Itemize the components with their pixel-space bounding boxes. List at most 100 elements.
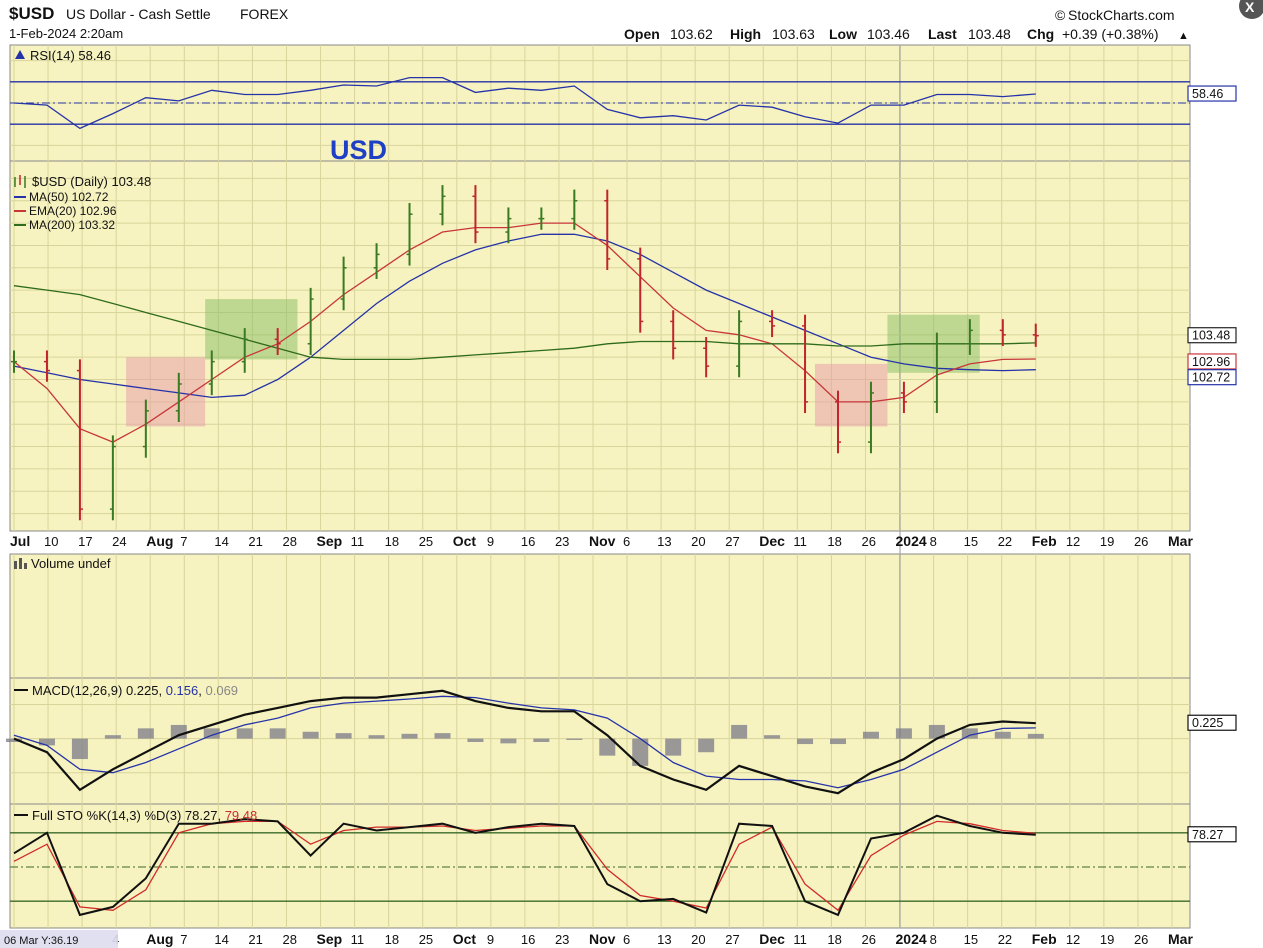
x-label-top-26: 2024 [896,533,927,549]
x-label-top-8: 28 [282,534,296,549]
x-label-bottom-10: Oct [453,931,477,947]
rsi-callout-text: 58.46 [1192,87,1223,101]
x-label-top-23: 11 [793,534,807,549]
chg-label: Chg [1027,26,1054,42]
price-callout-last-text: 103.48 [1192,329,1230,343]
macd-hist-bar-11 [368,735,385,739]
price-bar-1 [43,350,50,382]
x-label-bottom-30: 26 [1134,932,1148,947]
x-axis: Jul 10 17 24 Aug 7 14 21 28 Sep 11 18 25 Oct 9 16 23 Nov 6… [10,533,1193,947]
x-label-bottom-7: 11 [351,932,365,947]
x-label-bottom-4: 21 [248,932,262,947]
x-label-top-21: 27 [725,534,739,549]
x-label-bottom-28: 12 [1066,932,1080,947]
price-bar-30 [999,319,1006,346]
x-label-top-17: Nov [589,533,616,549]
macd-hist-bar-21 [698,738,715,753]
legend-entry-1: EMA(20) 102.96 [29,204,117,218]
highlight-boxes [126,299,980,427]
x-label-top-27: 8 [930,534,937,549]
macd-hist-bar-7 [236,728,253,739]
symbol-title: $USD [9,4,54,23]
macd-signal-line [13,695,1036,789]
last-value: 103.48 [968,26,1011,42]
price-bar-25 [835,390,842,454]
price-bars [11,185,1039,521]
x-label-top-4: Aug [146,533,173,549]
macd-hist-bar-1 [38,738,55,746]
price-line-1 [13,233,1036,399]
price-bar-24 [802,314,809,414]
x-label-top-6: 14 [214,534,228,549]
sto-d-value: 79.48 [225,808,258,823]
macd-hist-bar-30 [994,731,1011,739]
price-bar-2 [76,359,83,521]
macd-hist-bar-31 [1027,733,1044,739]
price-line-2 [13,222,1036,443]
grid-lines [10,45,1190,928]
x-label-top-14: 9 [487,534,494,549]
x-label-bottom-8: 18 [385,932,399,947]
macd-hist-bar-15 [500,738,517,744]
low-value: 103.46 [867,26,910,42]
price-callout-last-box [1187,327,1237,344]
macd-hist-bar-18 [599,738,616,756]
red-zone-2 [814,363,888,427]
x-label-bottom-22: 26 [861,932,875,947]
x-label-bottom-16: 13 [657,932,671,947]
open-label: Open [624,26,660,42]
usd-annotation: USD [330,135,387,165]
x-label-top-33: 26 [1134,534,1148,549]
low-label: Low [829,26,857,42]
x-label-bottom-17: 20 [691,932,705,947]
price-callout-ema20-text: 102.96 [1192,355,1230,369]
macd-label: MACD(12,26,9) 0.225, 0.156, 0.069 [32,683,238,698]
volume-bars-icon [14,558,27,569]
price-panel [9,160,1191,532]
macd-hist-bar-29 [961,728,978,739]
price-bar-18 [604,189,611,271]
macd-hist-bar-2 [71,738,88,760]
price-bar-29 [966,319,973,355]
macd-hist-bar-6 [203,728,220,739]
high-value: 103.63 [772,26,815,42]
macd-callout-box [1187,714,1237,731]
price-bar-5 [175,372,182,422]
sto-label: Full STO %K(14,3) %D(3) 78.27, 79.48 [32,808,257,823]
x-label-top-7: 21 [248,534,262,549]
x-label-bottom-15: 6 [623,932,630,947]
price-bar-6 [208,350,215,396]
x-label-top-16: 23 [555,534,569,549]
price-bar-31 [1032,323,1039,347]
rsi-triangle-icon [15,50,25,59]
x-label-top-30: Feb [1032,533,1057,549]
exchange-label: FOREX [240,6,289,22]
sto-label-prefix: Full STO %K(14,3) %D(3) [32,808,181,823]
sto-callout-text: 78.27 [1192,828,1223,842]
macd-hist-bar-5 [170,724,187,739]
price-bar-16 [538,207,545,230]
macd-hist-value: 0.069 [206,683,239,698]
last-label: Last [928,26,957,42]
price-bar-10 [340,256,347,311]
x-label-bottom-13: 23 [555,932,569,947]
price-bar-15 [505,207,512,244]
price-line-3 [13,285,1036,361]
x-label-top-32: 19 [1100,534,1114,549]
macd-hist-bar-20 [665,738,682,756]
x-label-top-24: 18 [827,534,841,549]
close-button[interactable]: X [1239,0,1263,19]
x-label-top-22: Dec [759,533,785,549]
price-callout-ma50-box [1187,369,1237,386]
instrument-name: US Dollar - Cash Settle [66,6,211,22]
x-label-top-34: Mar [1168,533,1193,549]
sto-callout-box [1187,826,1237,843]
macd-hist-bar-9 [302,731,319,739]
close-icon[interactable] [1239,0,1263,19]
price-callout-ema20-box [1187,353,1237,370]
x-label-top-19: 13 [657,534,671,549]
series-lines [6,76,1044,917]
price-bar-20 [670,310,677,360]
macd-signal-value: 0.156 [166,683,199,698]
